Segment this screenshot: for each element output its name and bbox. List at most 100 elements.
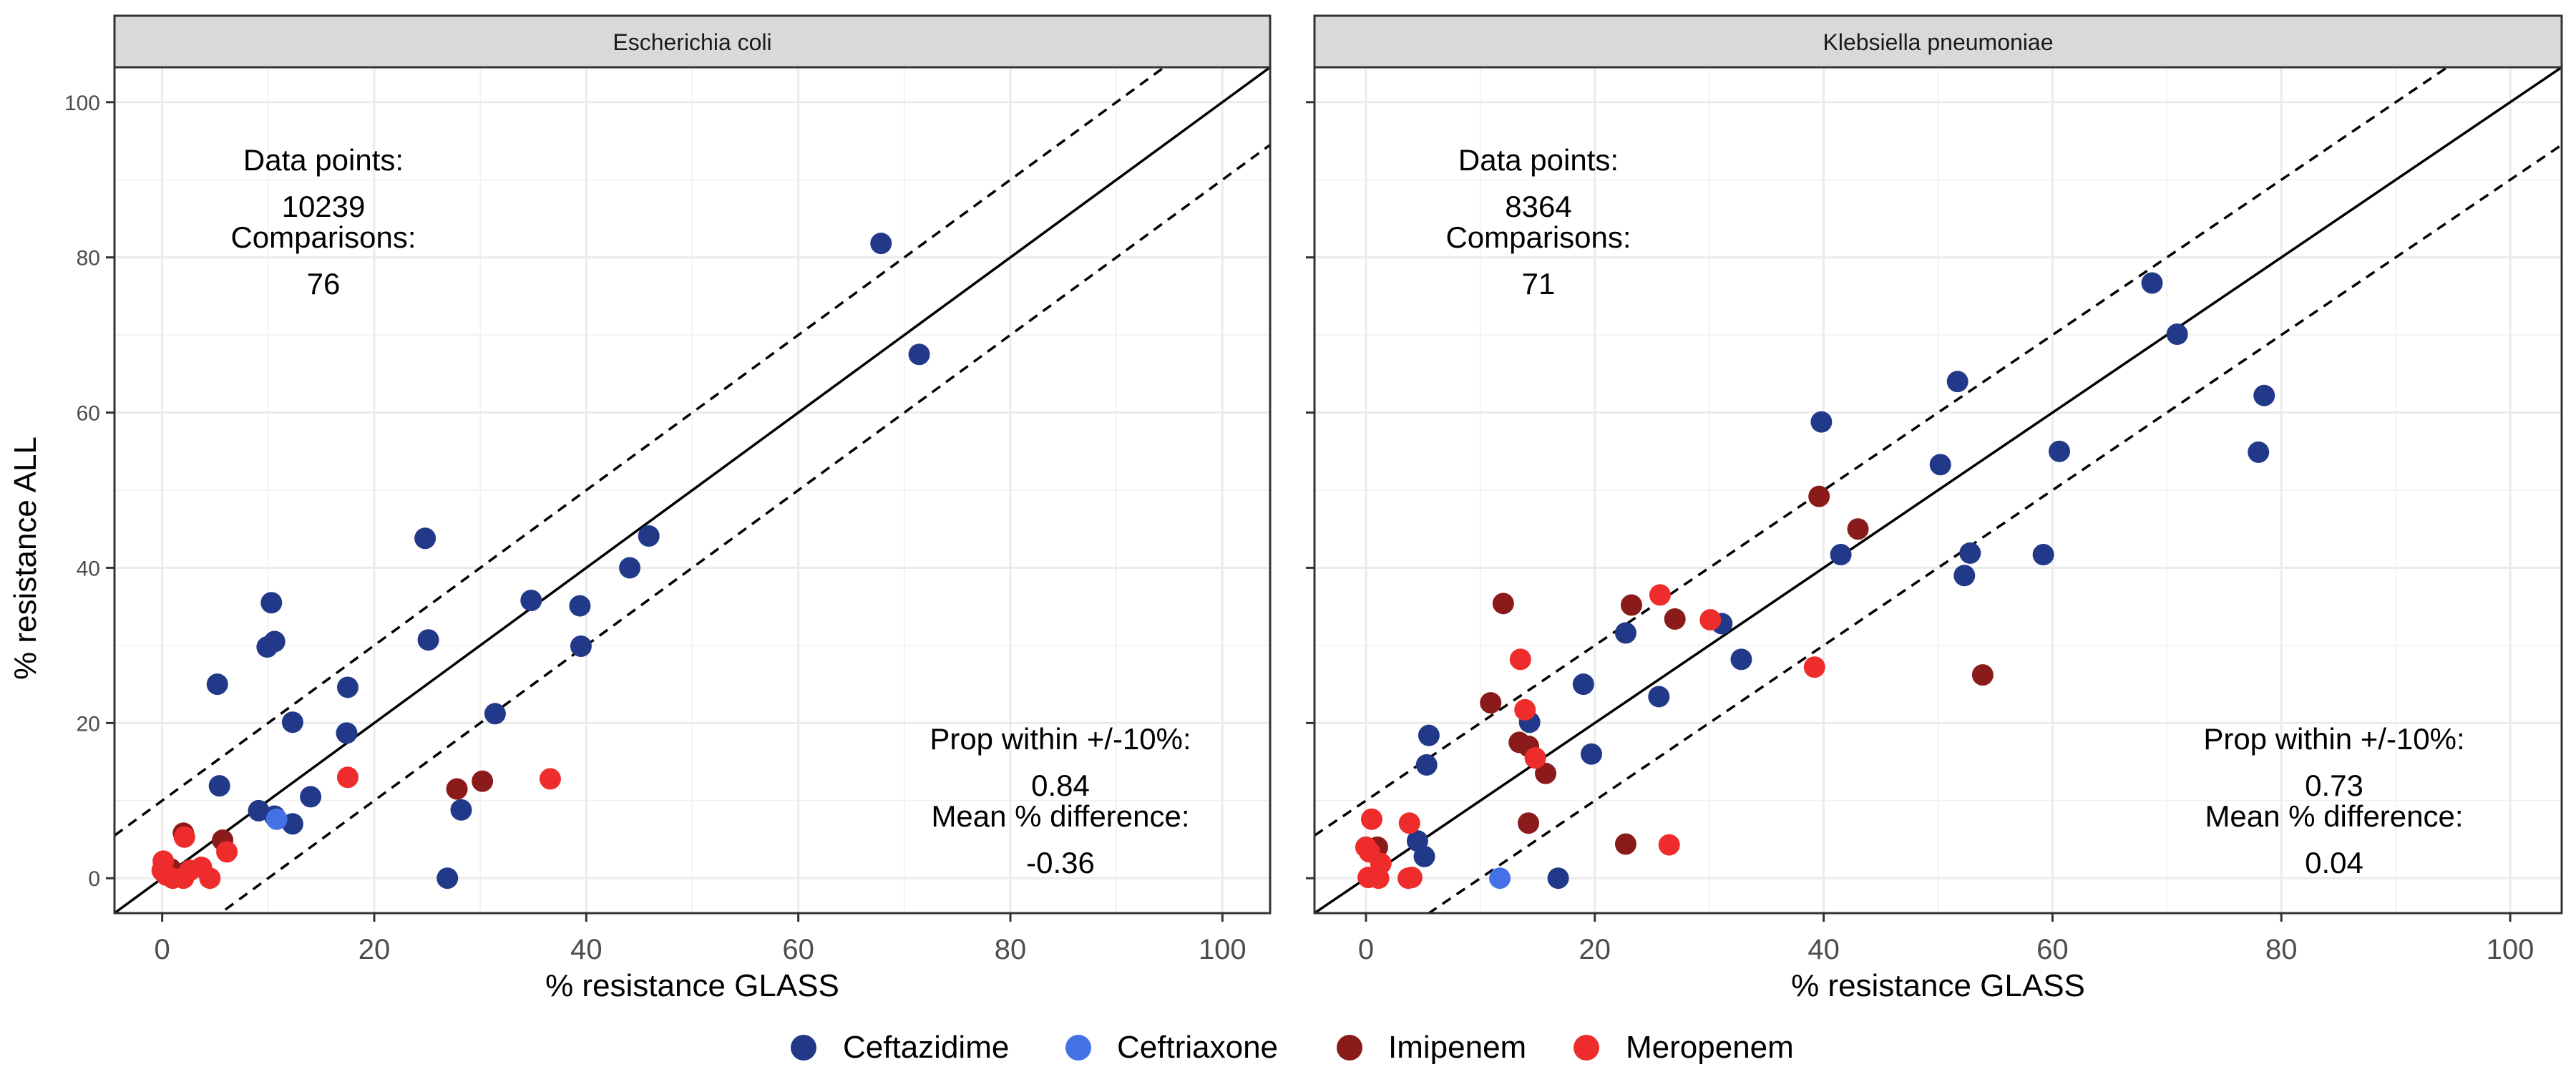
legend-key-ceftriaxone [1065, 1035, 1091, 1061]
point-meropenem [1524, 747, 1546, 769]
tolerance-line [1314, 67, 2450, 837]
stats-mean-diff-value: -0.36 [1026, 846, 1095, 879]
point-ceftazidime [1830, 544, 1852, 566]
reference-lines [114, 67, 1270, 913]
y-tick-label: 40 [77, 557, 100, 580]
point-ceftazidime [1572, 673, 1594, 696]
point-ceftazidime [1648, 686, 1670, 708]
point-ceftazidime [300, 786, 322, 808]
point-meropenem [336, 766, 358, 789]
point-meropenem [173, 826, 195, 848]
stats-mean-diff-label: Mean % difference: [931, 799, 1189, 833]
x-tick-label: 80 [995, 934, 1027, 965]
point-ceftazidime [2253, 384, 2275, 406]
y-tick-label: 0 [88, 867, 100, 891]
stats-data-points-value: 8364 [1505, 190, 1571, 223]
stats-prop-within-label: Prop within +/-10%: [930, 722, 1191, 756]
series-ceftazidime [1406, 272, 2275, 890]
point-ceftazidime [619, 557, 641, 579]
panel-escherichia-coli: Escherichia coli Data points: 10239 Comp… [64, 14, 1272, 1003]
series-meropenem [1355, 584, 1825, 890]
plot-area [114, 67, 1270, 913]
data-points [151, 233, 930, 890]
point-imipenem [1518, 812, 1540, 834]
point-imipenem [1492, 593, 1514, 615]
stats-comparisons-label: Comparisons: [230, 220, 416, 254]
strip-background [113, 14, 1272, 69]
stats-data-points-value: 10239 [282, 190, 366, 223]
y-tick-label: 20 [77, 712, 100, 736]
x-axis-title: % resistance GLASS [1791, 968, 2085, 1003]
point-meropenem [1649, 584, 1671, 606]
point-ceftazidime [206, 673, 228, 696]
point-ceftazidime [450, 799, 472, 821]
legend-key-imipenem [1337, 1035, 1362, 1061]
tolerance-line [114, 67, 1166, 837]
x-tick-label: 40 [570, 934, 602, 965]
legend-key-meropenem [1574, 1035, 1599, 1061]
point-meropenem [1803, 656, 1825, 678]
point-imipenem [1480, 692, 1502, 714]
y-tick-label: 60 [77, 402, 100, 426]
point-ceftazidime [414, 527, 436, 550]
point-ceftazidime [2248, 441, 2270, 463]
panel-klebsiella-pneumoniae: Klebsiella pneumoniae Data points: 8364 … [1306, 14, 2563, 1003]
point-ceftazidime [260, 592, 283, 614]
point-ceftazidime [417, 629, 439, 651]
point-ceftazidime [436, 867, 459, 890]
identity-line [1314, 67, 2562, 913]
series-ceftriaxone [1489, 867, 1511, 890]
point-ceftazidime [1580, 743, 1602, 765]
legend-key-ceftazidime [791, 1035, 816, 1061]
point-ceftazidime [908, 343, 930, 366]
y-tick-label: 100 [64, 92, 100, 115]
point-imipenem [1664, 608, 1686, 630]
x-tick-label: 100 [2487, 934, 2534, 965]
y-tick-label: 80 [77, 247, 100, 271]
point-ceftazidime [2166, 323, 2188, 346]
x-tick-label: 0 [155, 934, 170, 965]
point-meropenem [1367, 867, 1390, 890]
point-ceftazidime [2141, 272, 2163, 294]
point-ceftazidime [336, 722, 358, 744]
panel-border [1313, 66, 2563, 915]
point-ceftazidime [1810, 411, 1833, 433]
point-ceftazidime [1418, 724, 1440, 746]
point-meropenem [1398, 812, 1420, 834]
point-imipenem [1808, 485, 1830, 507]
point-meropenem [1658, 834, 1680, 856]
point-meropenem [539, 768, 561, 790]
data-points [1355, 272, 2275, 890]
strip-background [1313, 14, 2563, 69]
point-ceftazidime [638, 525, 660, 547]
x-tick-label: 40 [1807, 934, 1840, 965]
point-ceftazidime [336, 676, 358, 698]
point-meropenem [1514, 698, 1536, 721]
point-meropenem [1509, 648, 1531, 671]
x-tick-label: 20 [1579, 934, 1611, 965]
point-imipenem [1847, 518, 1869, 540]
series-meropenem [151, 766, 561, 890]
x-tick-label: 20 [358, 934, 391, 965]
point-meropenem [216, 841, 238, 863]
point-imipenem [1620, 594, 1642, 616]
axis-ticks: 0 20 40 60 80 100 [1306, 101, 2534, 965]
legend-label-imipenem: Imipenem [1388, 1030, 1526, 1065]
stats-comparisons-label: Comparisons: [1445, 220, 1631, 254]
tolerance-line [1426, 143, 2562, 913]
point-ceftazidime [1415, 754, 1438, 776]
legend: Ceftazidime Ceftriaxone Imipenem Meropen… [791, 1030, 1794, 1065]
stats-data-points-label: Data points: [243, 143, 404, 177]
strip-label: Escherichia coli [613, 29, 771, 55]
stats-comparisons-value: 71 [1522, 267, 1556, 301]
legend-label-meropenem: Meropenem [1626, 1030, 1794, 1065]
point-ceftazidime [1953, 565, 1976, 587]
stats-mean-diff-value: 0.04 [2305, 846, 2363, 879]
axis-ticks: 0 20 40 60 80 100 0 20 40 60 80 100 [64, 92, 1246, 965]
point-ceftazidime [1614, 622, 1636, 644]
legend-label-ceftriaxone: Ceftriaxone [1117, 1030, 1278, 1065]
point-meropenem [1360, 808, 1382, 830]
point-ceftazidime [1547, 867, 1569, 890]
point-meropenem [172, 867, 195, 890]
point-ceftazidime [2049, 440, 2071, 462]
